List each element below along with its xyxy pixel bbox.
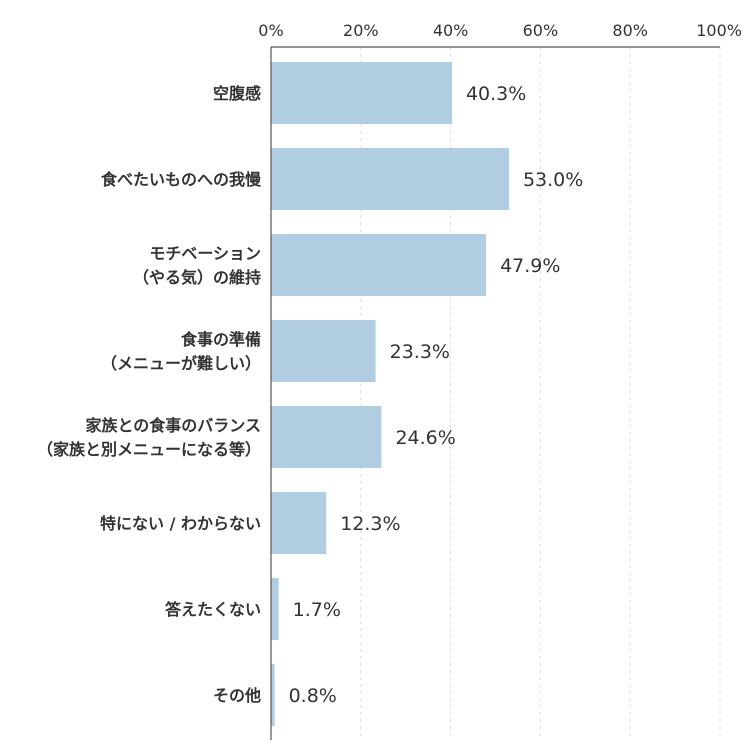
bar [271,320,376,382]
value-label: 1.7% [293,599,341,621]
bar [271,406,382,468]
x-axis-ticks: 0% 20% 40% 60% 80% 100% [258,21,742,40]
bar [271,234,487,296]
value-labels: 40.3% 53.0% 47.9% 23.3% 24.6% 12.3% 1.7% 0.8% [289,83,584,707]
value-label: 53.0% [523,169,583,191]
category-label: （やる気）の維持 [133,268,261,287]
category-label: モチベーション [149,244,261,263]
tick-label: 80% [612,21,648,40]
category-label: 空腹感 [213,84,261,103]
bars [271,62,509,726]
tick-label: 100% [696,21,742,40]
category-label: （家族と別メニューになる等） [37,440,261,459]
value-label: 40.3% [466,83,526,105]
tick-label: 40% [433,21,469,40]
value-label: 23.3% [390,341,450,363]
category-label: 食べたいものへの我慢 [100,170,262,189]
category-label: その他 [213,686,261,705]
category-label: 答えたくない [165,600,261,619]
category-label: （メニューが難しい） [101,354,261,373]
bar [271,148,509,210]
value-label: 0.8% [289,685,337,707]
value-label: 24.6% [395,427,455,449]
category-label: 食事の準備 [180,330,261,349]
tick-label: 20% [343,21,379,40]
axes [270,46,720,740]
value-label: 12.3% [340,513,400,535]
category-label: 特にない / わからない [100,514,261,533]
tick-label: 0% [258,21,283,40]
bar [271,664,275,726]
bar [271,578,279,640]
tick-label: 60% [523,21,559,40]
bar [271,62,452,124]
category-label: 家族との食事のバランス [85,416,261,435]
bar [271,492,327,554]
value-label: 47.9% [500,255,560,277]
